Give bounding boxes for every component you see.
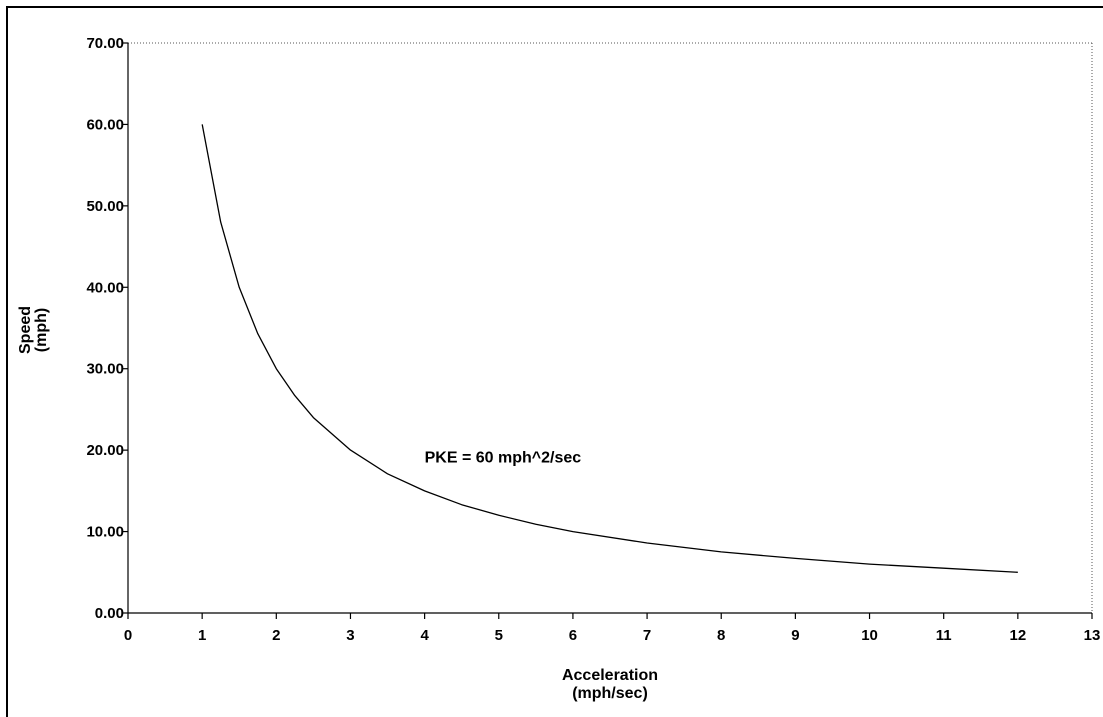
x-tick-label: 4 xyxy=(420,627,429,644)
x-tick-label: 5 xyxy=(495,627,503,644)
y-tick-label: 40.00 xyxy=(86,279,124,296)
x-tick-label: 12 xyxy=(1010,627,1027,644)
y-tick-label: 0.00 xyxy=(95,605,124,622)
x-axis-ticks: 0 1 2 3 4 5 6 7 8 9 10 11 12 13 xyxy=(124,613,1101,644)
x-tick-label: 1 xyxy=(198,627,206,644)
chart-frame xyxy=(6,6,1103,717)
x-tick-label: 0 xyxy=(124,627,132,644)
plot-border xyxy=(128,42,1093,613)
x-tick-label: 11 xyxy=(936,627,952,644)
series-line-0 xyxy=(201,124,1018,573)
y-axis-ticks: 0.00 10.00 20.00 30.00 40.00 50.00 60.00 70.00 xyxy=(86,35,128,622)
annotation-label: PKE = 60 mph^2/sec xyxy=(425,449,582,466)
x-axis-title-line-1: Acceleration xyxy=(562,667,658,684)
y-tick-label: 20.00 xyxy=(86,442,124,459)
y-tick-label: 50.00 xyxy=(86,198,124,215)
series-group xyxy=(201,124,1018,573)
y-tick-label: 30.00 xyxy=(86,361,124,378)
y-tick-label: 70.00 xyxy=(86,35,124,52)
x-axis-title-line-2: (mph/sec) xyxy=(572,685,648,702)
y-tick-label: 10.00 xyxy=(86,524,124,541)
y-axis-title-line-1: Speed xyxy=(17,306,34,354)
x-tick-label: 7 xyxy=(643,627,651,644)
x-tick-label: 2 xyxy=(272,627,280,644)
x-tick-label: 9 xyxy=(791,627,799,644)
x-tick-label: 13 xyxy=(1084,627,1101,644)
axes xyxy=(127,43,1092,614)
x-tick-label: 6 xyxy=(569,627,577,644)
y-axis-title-line-2: (mph) xyxy=(33,308,50,352)
y-axis-title: Speed (mph) xyxy=(17,306,50,354)
x-tick-label: 8 xyxy=(717,627,725,644)
x-tick-label: 10 xyxy=(861,627,878,644)
x-tick-label: 3 xyxy=(346,627,354,644)
x-axis-title: Acceleration (mph/sec) xyxy=(562,667,658,702)
y-tick-label: 60.00 xyxy=(86,116,124,133)
